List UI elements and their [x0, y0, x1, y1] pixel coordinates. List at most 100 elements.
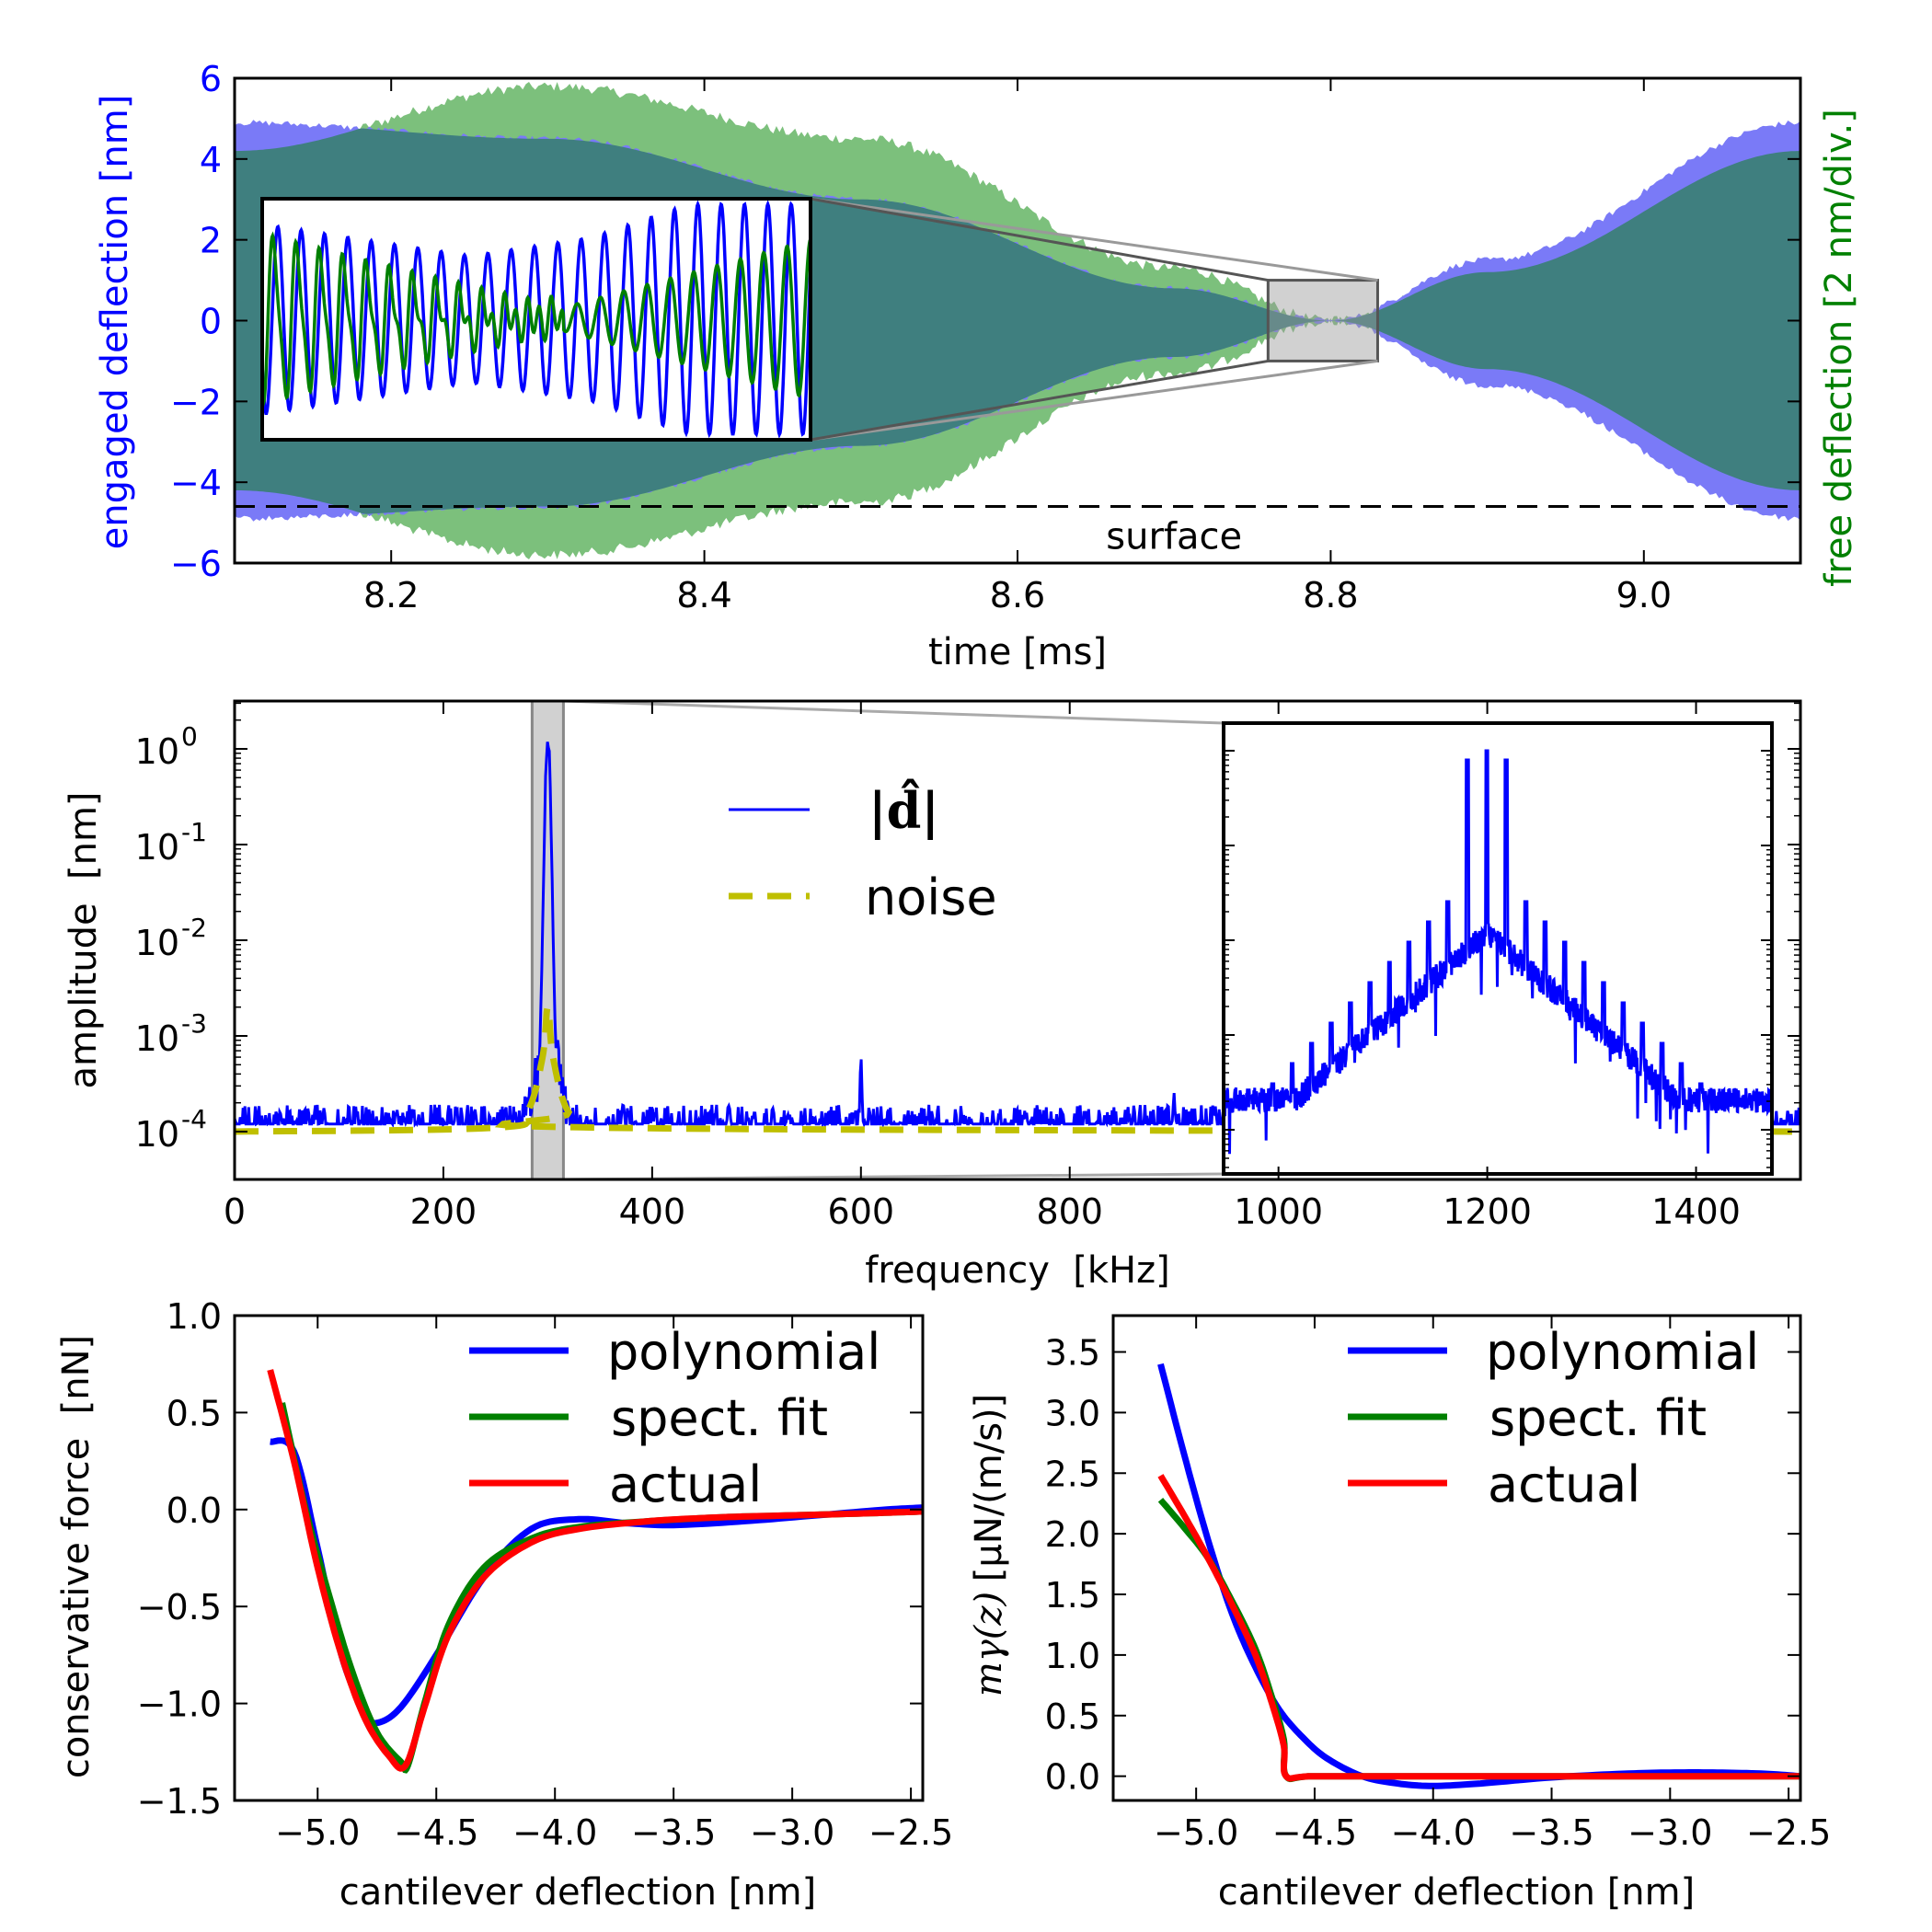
spectrum-y-axis-label: amplitude [nm]	[63, 791, 105, 1088]
y-tick-label-exponent: -4	[181, 1104, 207, 1134]
y-tick-label: −4	[170, 463, 222, 503]
y-tick-label-base: 10	[135, 731, 179, 772]
y-tick-label: 0.0	[1045, 1757, 1100, 1798]
spectrum-panel: |d̂| noise 0 200 400 600 800 1000 1200 1400 10 0…	[63, 699, 1802, 1292]
y-tick-label: 0.5	[1045, 1696, 1100, 1737]
force-spect-fit-line	[279, 1402, 923, 1774]
y-tick-label-exponent: -3	[181, 1008, 207, 1039]
y-tick-label: 6	[200, 59, 222, 99]
force-legend-polynomial-label: polynomial	[607, 1323, 880, 1381]
time-x-ticks: 8.2 8.4 8.6 8.8 9.0	[363, 78, 1672, 615]
x-tick-label: 400	[619, 1191, 686, 1232]
y-tick-label: 2	[200, 221, 222, 261]
x-tick-label: −5.0	[275, 1812, 360, 1853]
spectrum-x-axis-label: frequency [kHz]	[865, 1249, 1170, 1292]
damping-y-axis-math: mγ(z)	[968, 1592, 1010, 1696]
force-polynomial-line	[270, 1437, 923, 1727]
y-tick-label-base: 10	[135, 1114, 179, 1155]
inset-free-trace	[262, 231, 811, 408]
time-inset	[260, 197, 812, 442]
y-tick-label-base: 10	[135, 827, 179, 868]
time-domain-panel: surface 8.2 8.4 8.6 8.8 9.0 6 4 2 0 −2 −4 −6 time …	[94, 59, 1860, 673]
x-tick-label: 8.8	[1303, 575, 1358, 615]
x-tick-label: −4.5	[394, 1812, 478, 1853]
x-tick-label: 1200	[1443, 1191, 1532, 1232]
x-tick-label: −3.0	[750, 1812, 834, 1853]
damping-x-ticks: −5.0 −4.5 −4.0 −3.5 −3.0 −2.5	[1154, 1316, 1831, 1853]
noise-line	[235, 1000, 1800, 1135]
x-tick-label: −5.0	[1154, 1812, 1238, 1853]
x-tick-label: 1000	[1234, 1191, 1323, 1232]
inset-spectrum-line	[1224, 749, 1772, 1155]
y-tick-label-exponent: 0	[181, 721, 198, 752]
x-tick-label: −3.0	[1627, 1812, 1712, 1853]
y-tick-label: 0.5	[167, 1393, 222, 1433]
damping-y-axis-label: mγ(z) [μN/(m/s)]	[968, 1394, 1010, 1696]
time-y-right-axis-label: free deflection [2 nm/div.]	[1818, 109, 1860, 587]
x-tick-label: 8.2	[363, 575, 419, 615]
y-tick-label: 0	[200, 302, 222, 342]
y-tick-label: 1.0	[167, 1296, 222, 1337]
surface-label: surface	[1106, 516, 1242, 558]
legend-d-hat-label: |d̂|	[868, 778, 939, 841]
inset-connector-top	[562, 699, 1225, 725]
zoom-connector-top	[810, 197, 1378, 282]
force-y-axis-label: conservative force [nN]	[55, 1335, 98, 1778]
spectrum-legend: |d̂| noise	[729, 778, 997, 926]
y-tick-label: 1.0	[1045, 1636, 1100, 1676]
x-tick-label: 8.6	[990, 575, 1045, 615]
force-legend-spect-fit-label: spect. fit	[611, 1389, 828, 1447]
y-tick-label: 2.0	[1045, 1514, 1100, 1555]
inset-engaged-trace	[262, 200, 811, 439]
peak-highlight-band	[530, 699, 565, 1181]
damping-actual-line	[1157, 1474, 1800, 1782]
force-legend-actual-label: actual	[609, 1455, 762, 1513]
y-tick-label: −6	[170, 544, 222, 584]
force-x-ticks: −5.0 −4.5 −4.0 −3.5 −3.0 −2.5	[275, 1316, 953, 1853]
y-tick-label-base: 10	[135, 923, 179, 963]
x-tick-label: 9.0	[1616, 575, 1672, 615]
damping-legend-spect-fit-label: spect. fit	[1489, 1389, 1707, 1447]
time-x-axis-label: time [ms]	[928, 631, 1107, 673]
x-tick-label: −3.5	[631, 1812, 716, 1853]
zoom-connector-top-inner	[810, 197, 1269, 282]
damping-y-ticks: 3.5 3.0 2.5 2.0 1.5 1.0 0.5 0.0	[1045, 1333, 1800, 1798]
x-tick-label: −4.0	[512, 1812, 597, 1853]
damping-legend: polynomial spect. fit actual	[1348, 1323, 1759, 1513]
damping-legend-polynomial-label: polynomial	[1486, 1323, 1759, 1381]
x-tick-label: 600	[828, 1191, 895, 1232]
damping-legend-actual-label: actual	[1488, 1455, 1640, 1513]
time-y-axis-label: engaged deflection [nm]	[94, 95, 136, 550]
y-tick-label: 0.0	[167, 1490, 222, 1531]
y-tick-label: 3.5	[1045, 1333, 1100, 1374]
y-tick-label: −1.0	[137, 1685, 222, 1725]
zoom-connector-bottom	[810, 359, 1378, 442]
damping-x-axis-label: cantilever deflection [nm]	[1218, 1871, 1695, 1914]
force-panel: polynomial spect. fit actual −5.0 −4.5 −4.…	[55, 1296, 953, 1914]
damping-spect-fit-line	[1157, 1498, 1800, 1783]
legend-noise-label: noise	[865, 868, 997, 926]
y-tick-label: 4	[200, 140, 222, 180]
y-tick-label: 2.5	[1045, 1454, 1100, 1494]
y-tick-label: −0.5	[137, 1587, 222, 1627]
y-tick-label-exponent: -1	[181, 817, 207, 847]
damping-panel: polynomial spect. fit actual −5.0 −4.5 −4.…	[968, 1314, 1831, 1914]
x-tick-label: −3.5	[1509, 1812, 1593, 1853]
zoom-box	[1266, 279, 1379, 362]
y-tick-label: −1.5	[137, 1781, 222, 1822]
x-tick-label: 1400	[1651, 1191, 1741, 1232]
force-y-ticks: 1.0 0.5 0.0 −0.5 −1.0 −1.5	[137, 1296, 923, 1822]
x-tick-label: −4.5	[1272, 1812, 1357, 1853]
x-tick-label: −4.0	[1391, 1812, 1476, 1853]
x-tick-label: −2.5	[868, 1812, 953, 1853]
x-tick-label: 200	[410, 1191, 477, 1232]
y-tick-label: 1.5	[1045, 1575, 1100, 1616]
y-tick-label-exponent: -2	[181, 913, 207, 943]
zoom-connector-bottom-inner	[810, 359, 1269, 442]
time-y-ticks: 6 4 2 0 −2 −4 −6	[170, 59, 1800, 584]
force-legend: polynomial spect. fit actual	[469, 1323, 880, 1513]
x-tick-label: 0	[224, 1191, 246, 1232]
force-x-axis-label: cantilever deflection [nm]	[339, 1871, 816, 1914]
